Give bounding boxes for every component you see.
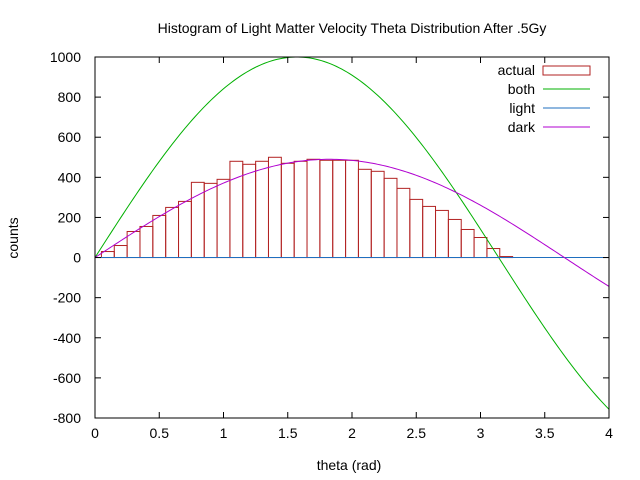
histogram-bar — [139, 225, 154, 259]
histogram-bar — [435, 209, 449, 259]
chart-title: Histogram of Light Matter Velocity Theta… — [158, 20, 547, 36]
plot-area — [94, 56, 610, 410]
x-axis-title: theta (rad) — [317, 457, 382, 473]
histogram-bar — [306, 158, 321, 259]
histogram-bar — [242, 163, 257, 259]
histogram-bar — [293, 160, 308, 259]
x-tick-label: 4 — [605, 425, 613, 441]
legend-label-dark: dark — [508, 119, 536, 135]
legend-label-actual: actual — [498, 62, 535, 78]
histogram-bar — [203, 182, 218, 259]
y-tick-label: 1000 — [50, 49, 81, 65]
x-tick-label: 3.5 — [535, 425, 555, 441]
histogram-bar — [460, 228, 475, 259]
histogram-bar — [319, 159, 334, 259]
legend: actual both light dark — [498, 62, 591, 135]
histogram-bar — [357, 168, 372, 259]
y-tick-label: 0 — [73, 250, 81, 266]
y-tick-label: -200 — [53, 290, 81, 306]
legend-swatch-actual — [542, 65, 591, 76]
series-line-both — [94, 56, 610, 410]
legend-label-light: light — [509, 100, 535, 116]
histogram-bar — [473, 237, 488, 259]
histogram-bar — [152, 214, 167, 259]
histogram-bar — [267, 156, 282, 259]
x-tick-label: 0.5 — [150, 425, 170, 441]
legend-label-both: both — [508, 81, 535, 97]
histogram-bar — [190, 181, 205, 259]
histogram-bar — [255, 160, 269, 259]
x-tick-label: 0 — [91, 425, 99, 441]
x-tick-label: 2 — [348, 425, 356, 441]
y-tick-label: 800 — [58, 89, 82, 105]
histogram-bar — [345, 159, 359, 259]
histogram-bar — [280, 162, 295, 259]
y-tick-label: 400 — [58, 169, 82, 185]
histogram-bar — [165, 206, 180, 259]
y-axis-title: counts — [5, 217, 21, 258]
y-tick-label: 200 — [58, 209, 82, 225]
histogram-bar — [409, 198, 424, 259]
y-tick-label: -600 — [53, 370, 81, 386]
histogram-bar — [332, 159, 347, 259]
histogram-bar — [447, 218, 462, 259]
axes: 0 0.5 1 1.5 2 2.5 3 3.5 4 -800 -600 -400 -200 0 200 400… — [50, 49, 613, 441]
x-tick-label: 2.5 — [407, 425, 427, 441]
histogram-bar — [178, 200, 192, 259]
x-tick-label: 3 — [477, 425, 485, 441]
y-tick-label: -800 — [53, 410, 81, 426]
histogram-bar — [113, 245, 128, 259]
series-line-dark — [94, 158, 610, 287]
x-tick-label: 1 — [220, 425, 228, 441]
histogram-bar — [216, 178, 231, 259]
x-tick-label: 1.5 — [278, 425, 298, 441]
histogram-bar — [422, 205, 437, 259]
histogram-bar — [396, 187, 411, 259]
histogram-bar — [383, 177, 398, 259]
y-tick-label: -400 — [53, 330, 81, 346]
y-tick-label: 600 — [58, 129, 82, 145]
histogram-bar — [370, 170, 385, 259]
